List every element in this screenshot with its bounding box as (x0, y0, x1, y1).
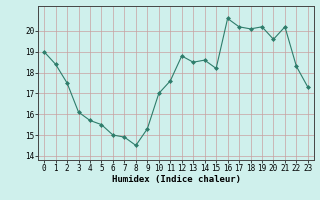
X-axis label: Humidex (Indice chaleur): Humidex (Indice chaleur) (111, 175, 241, 184)
